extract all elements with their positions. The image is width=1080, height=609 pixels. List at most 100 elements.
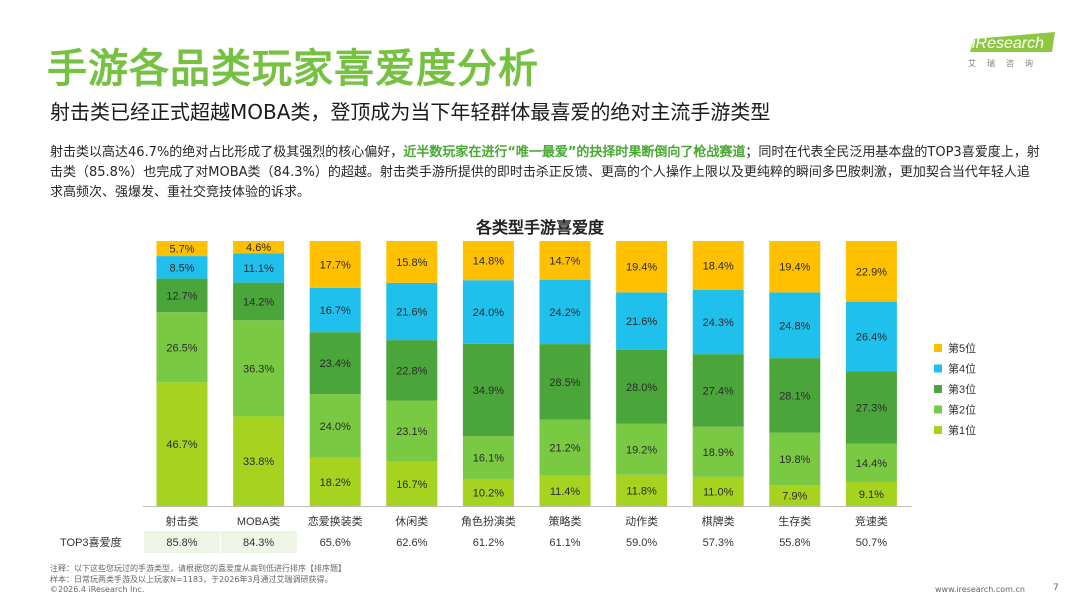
bar-segment xyxy=(233,241,285,254)
top3-value: 57.3% xyxy=(703,537,734,549)
data-label: 8.5% xyxy=(169,262,194,274)
legend-item: 第5位 xyxy=(948,341,976,355)
bar-segment xyxy=(692,354,744,427)
website: www.iresearch.com.cn xyxy=(935,585,1025,594)
bar-segment xyxy=(769,292,821,359)
legend-swatch xyxy=(934,426,942,434)
bar-segment xyxy=(845,241,897,302)
legend-swatch xyxy=(934,364,942,373)
data-label: 14.8% xyxy=(473,256,504,268)
legend-item: 第4位 xyxy=(948,362,976,376)
bar-segment xyxy=(539,419,591,476)
bar-segment xyxy=(233,282,285,321)
page-number: 7 xyxy=(1053,583,1059,593)
data-label: 15.8% xyxy=(396,257,427,269)
bar-segment xyxy=(616,349,668,424)
data-label: 28.5% xyxy=(549,377,580,389)
data-label: 5.7% xyxy=(169,244,194,256)
bar-segment xyxy=(539,279,591,345)
data-label: 11.0% xyxy=(703,486,734,498)
bar-segment xyxy=(769,432,821,486)
top3-highlight-cell xyxy=(220,531,297,553)
data-label: 28.0% xyxy=(626,382,657,394)
data-label: 9.1% xyxy=(859,489,884,501)
legend-swatch xyxy=(934,385,942,393)
top3-row-label: TOP3喜爱度 xyxy=(60,535,122,549)
bar-segment xyxy=(309,457,361,506)
bar-segment xyxy=(692,241,744,290)
bar-segment xyxy=(309,241,361,288)
bar-segment xyxy=(309,394,361,458)
data-label: 23.1% xyxy=(396,426,427,438)
analysis-paragraph: 射击类以高达46.7%的绝对占比形成了极其强烈的核心偏好，近半数玩家在进行“唯一… xyxy=(50,143,1040,203)
paragraph-highlight: 近半数玩家在进行“唯一最爱”的抉择时果断倒向了枪战赛道 xyxy=(403,145,746,160)
top3-value: 62.6% xyxy=(396,537,427,549)
bar-segment xyxy=(386,461,438,506)
data-label: 27.3% xyxy=(856,403,887,415)
x-tick-label: MOBA类 xyxy=(237,514,280,528)
bar-segment xyxy=(309,287,361,333)
data-label: 24.8% xyxy=(779,320,810,332)
data-label: 24.3% xyxy=(703,317,734,329)
top3-value: 61.1% xyxy=(549,537,580,549)
data-label: 24.0% xyxy=(473,307,504,319)
paragraph-part-2: ；同时在代表全民泛用基本盘的TOP3喜爱度上，射击类（85.8%）也完成了对MO… xyxy=(50,145,1040,200)
top3-value: 59.0% xyxy=(626,537,657,549)
bar-segment xyxy=(845,301,897,372)
x-tick-label: 恋爱换装类 xyxy=(308,514,363,528)
data-label: 36.3% xyxy=(243,363,274,375)
x-tick-label: 射击类 xyxy=(166,514,199,528)
data-label: 19.4% xyxy=(779,262,810,274)
paragraph-part-1: 射击类以高达46.7%的绝对占比形成了极其强烈的核心偏好， xyxy=(50,145,404,160)
bar-segment xyxy=(616,241,668,293)
top3-value: 55.8% xyxy=(779,537,810,549)
bar-segment xyxy=(156,382,208,506)
bar-segment xyxy=(156,256,208,279)
bar-segment xyxy=(233,416,285,506)
bar-segment xyxy=(462,280,514,344)
bar-segment xyxy=(845,371,897,444)
data-label: 21.2% xyxy=(549,443,580,455)
data-label: 22.9% xyxy=(856,266,887,278)
bar-segment xyxy=(462,343,514,437)
bar-segment xyxy=(462,241,514,281)
logo-chinese: 艾瑞咨询 xyxy=(968,59,1044,68)
data-label: 23.4% xyxy=(320,358,351,370)
data-label: 33.8% xyxy=(243,456,274,468)
bar-segment xyxy=(386,282,438,341)
data-label: 11.4% xyxy=(550,486,581,498)
bar-segment xyxy=(616,423,668,475)
bar-segment xyxy=(539,344,591,420)
bar-segment xyxy=(692,476,744,506)
top3-value: 84.3% xyxy=(243,537,274,549)
bar-segment xyxy=(156,241,208,257)
legend-swatch xyxy=(934,344,942,352)
footnote-note: 注释：以下这些您玩过的手游类型，请根据您的喜爱度从高到低进行排序【排序题】 xyxy=(50,564,346,573)
legend-item: 第2位 xyxy=(948,403,976,417)
data-label: 26.4% xyxy=(856,332,887,344)
bar-segment xyxy=(692,426,744,477)
x-tick-label: 动作类 xyxy=(625,514,658,528)
bar-segment xyxy=(769,358,821,433)
bar-segment xyxy=(462,478,514,506)
legend-item: 第1位 xyxy=(948,423,976,437)
bar-segment xyxy=(309,332,361,395)
legend-item: 第3位 xyxy=(948,382,976,396)
data-label: 12.7% xyxy=(166,290,197,302)
bar-segment xyxy=(616,474,668,506)
data-label: 24.0% xyxy=(320,421,351,433)
data-label: 22.8% xyxy=(396,365,427,377)
x-tick-label: 策略类 xyxy=(549,514,582,528)
bar-segment xyxy=(539,475,591,506)
bar-segment xyxy=(233,320,285,417)
bar-segment xyxy=(156,278,208,313)
iresearch-logo: iResearch 艾瑞咨询 xyxy=(964,28,1056,72)
x-tick-label: 休闲类 xyxy=(395,514,428,528)
x-tick-label: 角色扮演类 xyxy=(461,514,516,528)
bar-segment xyxy=(386,340,438,401)
page-subtitle: 射击类已经正式超越MOBA类，登顶成为当下年轻群体最喜爱的绝对主流手游类型 xyxy=(50,100,771,124)
data-label: 19.8% xyxy=(779,454,810,466)
bar-segment xyxy=(845,481,897,506)
bar-segment xyxy=(539,241,591,280)
